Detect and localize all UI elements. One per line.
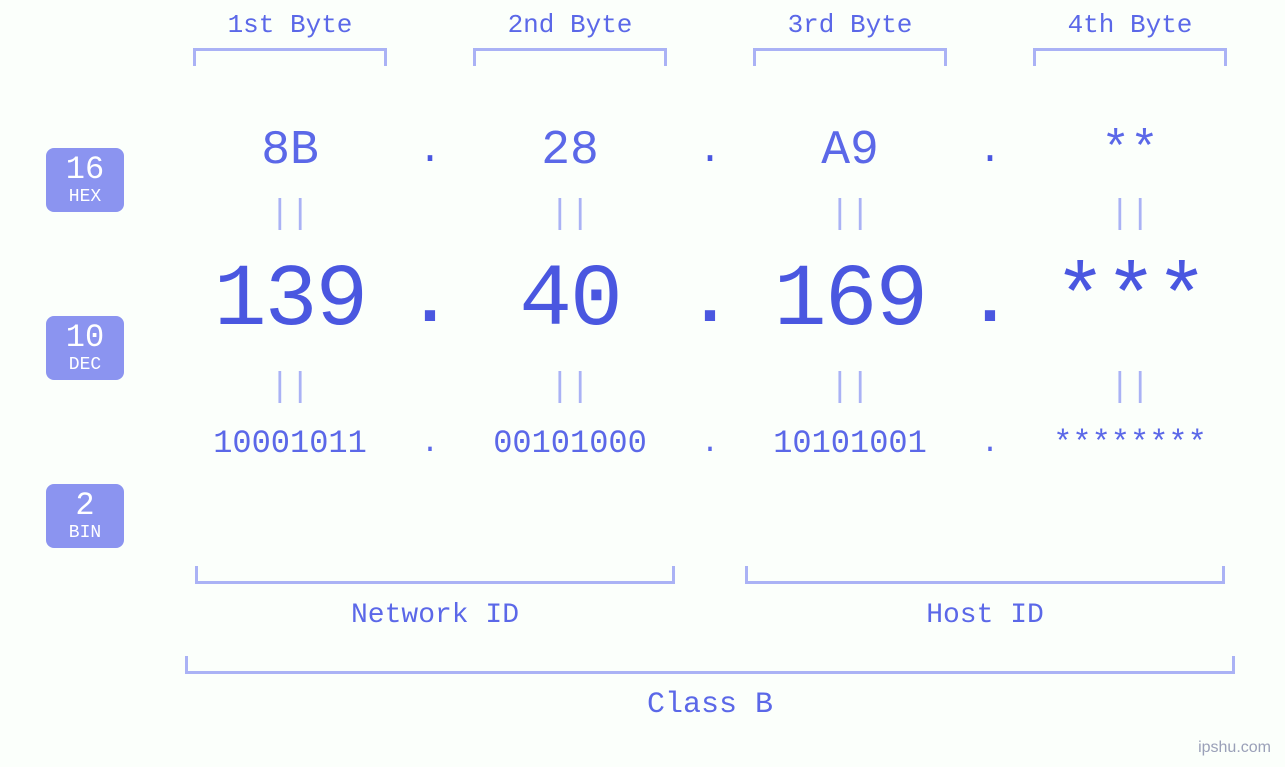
bin-byte-3: 10101001: [773, 425, 927, 462]
byte-label-1: 1st Byte: [228, 10, 353, 48]
byte-header-row: 1st Byte 2nd Byte 3rd Byte 4th Byte: [180, 10, 1240, 48]
dot-icon: .: [688, 261, 731, 343]
byte-label-2: 2nd Byte: [508, 10, 633, 48]
dec-byte-3: 169: [774, 252, 926, 351]
byte-label-4: 4th Byte: [1068, 10, 1193, 48]
hex-byte-4: **: [1101, 124, 1159, 178]
class-group: Class B: [180, 656, 1240, 722]
dot-icon: .: [408, 261, 451, 343]
network-id-label: Network ID: [180, 600, 690, 631]
hex-row: 8B . 28 . A9 . **: [180, 124, 1240, 178]
dot-icon: .: [421, 427, 439, 461]
watermark: ipshu.com: [1198, 739, 1271, 757]
equals-icon: ||: [550, 351, 591, 425]
network-id-group: Network ID: [180, 566, 690, 631]
host-id-group: Host ID: [730, 566, 1240, 631]
id-groups: Network ID Host ID: [180, 566, 1240, 631]
equals-icon: ||: [550, 178, 591, 252]
class-label: Class B: [180, 688, 1240, 722]
hex-byte-1: 8B: [261, 124, 319, 178]
ip-grid: 1st Byte 2nd Byte 3rd Byte 4th Byte 8B .…: [180, 10, 1240, 462]
dec-row: 139 . 40 . 169 . ***: [180, 252, 1240, 351]
class-bracket: [185, 656, 1234, 674]
top-bracket: [753, 48, 947, 66]
badge-hex-name: HEX: [46, 188, 124, 206]
equals-icon: ||: [830, 351, 871, 425]
badge-hex-num: 16: [46, 154, 124, 186]
hex-byte-3: A9: [821, 124, 879, 178]
byte-bracket-row: [180, 48, 1240, 106]
dot-icon: .: [968, 261, 1011, 343]
dec-byte-4: ***: [1054, 252, 1206, 351]
equals-icon: ||: [1110, 351, 1151, 425]
equals-icon: ||: [1110, 178, 1151, 252]
equals-icon: ||: [270, 178, 311, 252]
bin-row: 10001011 . 00101000 . 10101001 . *******…: [180, 425, 1240, 462]
badge-hex: 16 HEX: [46, 148, 124, 212]
badge-bin-name: BIN: [46, 524, 124, 542]
top-bracket: [193, 48, 387, 66]
hex-byte-2: 28: [541, 124, 599, 178]
badge-dec: 10 DEC: [46, 316, 124, 380]
dot-icon: .: [701, 427, 719, 461]
top-bracket: [473, 48, 667, 66]
bottom-bracket: [745, 566, 1224, 584]
dec-byte-1: 139: [214, 252, 366, 351]
equals-row-2: || || || ||: [180, 351, 1240, 425]
badge-bin-num: 2: [46, 490, 124, 522]
dot-icon: .: [978, 129, 1002, 174]
bin-byte-4: ********: [1053, 425, 1207, 462]
equals-icon: ||: [830, 178, 871, 252]
dot-icon: .: [981, 427, 999, 461]
equals-row-1: || || || ||: [180, 178, 1240, 252]
badge-dec-name: DEC: [46, 356, 124, 374]
dot-icon: .: [418, 129, 442, 174]
bin-byte-1: 10001011: [213, 425, 367, 462]
badge-bin: 2 BIN: [46, 484, 124, 548]
host-id-label: Host ID: [730, 600, 1240, 631]
dec-byte-2: 40: [519, 252, 621, 351]
equals-icon: ||: [270, 351, 311, 425]
dot-icon: .: [698, 129, 722, 174]
bottom-bracket: [195, 566, 674, 584]
byte-label-3: 3rd Byte: [788, 10, 913, 48]
bin-byte-2: 00101000: [493, 425, 647, 462]
badge-dec-num: 10: [46, 322, 124, 354]
top-bracket: [1033, 48, 1227, 66]
